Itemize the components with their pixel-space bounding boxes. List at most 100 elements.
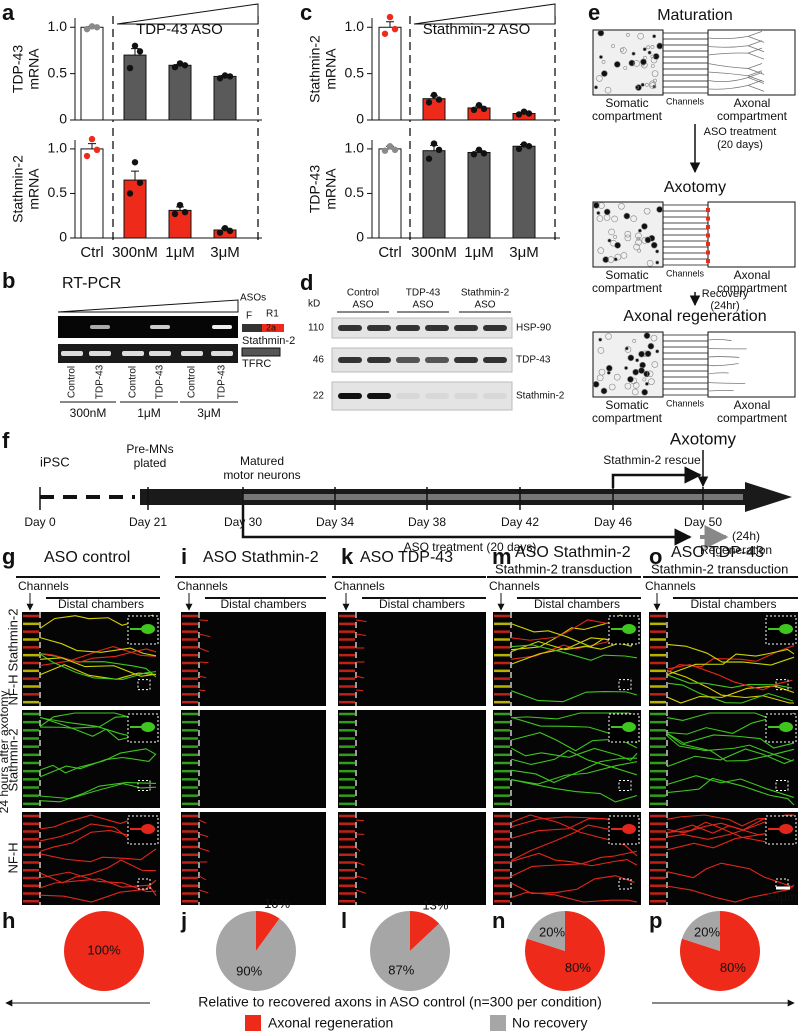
band [396,357,420,363]
lane-label: Control [67,366,78,398]
cell [631,51,636,56]
growth-cone [622,824,636,834]
micrograph [181,710,326,808]
panel-letter: k [341,544,354,569]
axon [39,878,157,896]
step-label: ASO treatment [704,126,777,138]
data-point [480,105,488,113]
band [425,325,449,331]
cell [596,211,601,215]
rescue-bracket [611,466,702,488]
cell [641,388,648,396]
axon [666,777,795,806]
lane-label: TDP-43 [95,364,106,399]
data-point [93,24,101,31]
compartment-label: Somatic [605,96,648,110]
cell [614,253,622,261]
band [150,325,170,329]
cell [592,202,600,209]
band [396,393,420,399]
y-axis-label: TDP-43 [10,45,26,93]
pie-slice [370,911,451,991]
axon [39,645,157,667]
axon [666,643,795,666]
cell [613,61,621,68]
data-point [181,208,189,216]
axon [39,783,157,800]
concentration: 1μM [137,406,161,420]
axon [355,861,365,866]
cut-mark [706,233,710,238]
axon [39,657,157,677]
cell [596,75,603,82]
pie-label: 87% [388,963,414,978]
axon [198,689,206,692]
cell [643,370,650,378]
dose-wedge [413,3,556,25]
cell [646,260,654,267]
annotation: Stathmin-2 ASO [423,21,531,38]
compartment-label: Somatic [605,268,648,282]
data-point [221,72,229,79]
panel-letter: h [2,908,15,933]
axon [355,847,361,852]
axon [39,871,157,893]
blot [331,317,513,339]
day-label: Day 21 [129,515,167,529]
micrograph [338,812,486,905]
row-label: Stathmin-2 [5,729,20,792]
axon [39,753,157,778]
cell [656,42,664,50]
lane-label: Control [187,366,198,398]
axon [355,633,367,636]
event-label: plated [134,456,167,470]
axon [198,889,209,894]
cell [642,47,647,52]
day-label: Day 0 [24,515,56,529]
axon [707,72,765,84]
axon [666,733,795,762]
band [425,393,449,399]
error-bar [386,21,394,28]
cell [605,333,612,340]
step-label: (24hr) [710,300,739,312]
band [338,325,362,331]
cell [652,53,660,60]
data-point [430,91,438,99]
axon [198,661,209,664]
band [367,325,391,331]
cut-mark [706,225,710,229]
y-tick-label: 1.0 [345,18,365,34]
axon [666,884,795,903]
data-point [425,99,433,106]
data-point [226,227,234,235]
cell [625,33,630,37]
axon [39,637,157,657]
axon [510,761,638,785]
growth-cone [141,722,155,732]
axon [666,775,794,798]
cell [650,44,655,49]
cell [644,350,652,358]
dose-wedge [116,3,259,25]
cell [638,350,645,358]
panel-title: ASO control [44,549,130,566]
band [483,393,507,399]
inset-source [137,878,151,890]
data-point [391,25,399,33]
primer: R1 [266,309,279,320]
compartment-label: compartment [592,411,663,425]
axon [355,819,365,822]
error-bar [131,170,139,181]
bar [378,26,402,121]
gene-label: Stathmin-2 [242,335,295,347]
axon [355,889,367,894]
pie-label: 90% [236,963,262,978]
somatic-compartment [592,331,664,398]
cell [596,374,604,382]
band [90,325,110,329]
cell [605,364,613,372]
axon [510,757,638,784]
gel-title: RT-PCR [62,275,121,292]
cell [655,349,660,354]
